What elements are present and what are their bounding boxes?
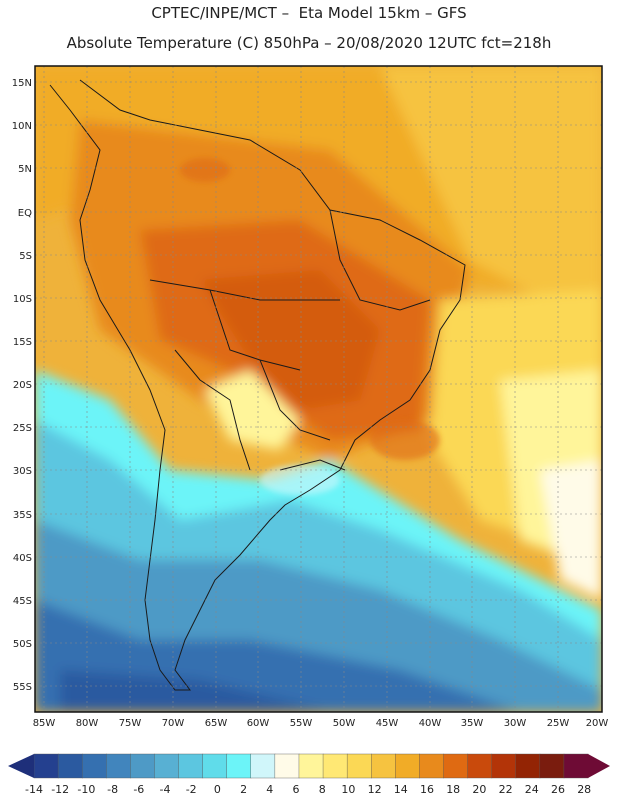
lat-label: 15S (13, 337, 32, 348)
colorbar-swatch (33, 753, 59, 779)
colorbar-label: 20 (472, 783, 486, 796)
coastline-outline (49, 79, 466, 691)
lat-label: 25S (13, 423, 32, 434)
colorbar-labels: -14 -12 -10 -8 -6 -4 -2 0 2 4 6 8 10 12 … (25, 783, 591, 796)
colorbar-label: -4 (160, 783, 171, 796)
lat-label: EQ (18, 208, 32, 219)
colorbar-label: 4 (266, 783, 273, 796)
latitude-labels: 15N 10N 5N EQ 5S 10S 15S 20S 25S 30S 35S… (12, 78, 32, 693)
colorbar-label: -8 (107, 783, 118, 796)
lat-label: 15N (12, 78, 32, 89)
colorbar-label: 6 (293, 783, 300, 796)
colorbar-over-arrow (588, 754, 610, 778)
colorbar-swatch (130, 753, 155, 779)
temperature-field (35, 66, 602, 712)
lat-label: 50S (13, 639, 32, 650)
lon-label: 70W (162, 718, 185, 729)
colorbar-swatch (395, 753, 420, 779)
lat-label: 20S (13, 380, 32, 391)
colorbar-swatches (33, 753, 589, 779)
colorbar-label: 12 (368, 783, 382, 796)
colorbar-swatch (491, 753, 517, 779)
colorbar-label: 18 (446, 783, 460, 796)
colorbar-swatch (226, 753, 252, 779)
lon-label: 30W (504, 718, 527, 729)
lon-label: 45W (376, 718, 399, 729)
colorbar-label: 0 (214, 783, 221, 796)
colorbar-label: 2 (240, 783, 247, 796)
colorbar-swatch (419, 753, 444, 779)
lon-label: 40W (419, 718, 442, 729)
map-title-line-2: Absolute Temperature (C) 850hPa – 20/08/… (66, 34, 552, 52)
lon-label: 50W (333, 718, 356, 729)
colorbar-label: 24 (525, 783, 539, 796)
lon-label: 65W (205, 718, 228, 729)
plot-frame (34, 65, 603, 713)
lat-label: 40S (13, 553, 32, 564)
lat-label: 10N (12, 121, 32, 132)
colorbar-label: -10 (77, 783, 95, 796)
lon-label: 85W (33, 718, 56, 729)
colorbar-swatch (322, 753, 348, 779)
colorbar-swatch (467, 753, 493, 779)
colorbar-swatch (346, 753, 372, 779)
lon-label: 80W (76, 718, 99, 729)
colorbar-swatch (250, 753, 276, 779)
colorbar-label: 16 (420, 783, 434, 796)
lat-label: 35S (13, 510, 32, 521)
colorbar-label: -6 (133, 783, 144, 796)
colorbar-swatch (563, 753, 589, 779)
colorbar-swatch (298, 753, 324, 779)
lat-label: 5S (19, 251, 32, 262)
colorbar-label: -14 (25, 783, 43, 796)
lat-label: 10S (13, 294, 32, 305)
colorbar-swatch (274, 753, 300, 779)
lon-label: 35W (461, 718, 484, 729)
colorbar-label: 10 (341, 783, 355, 796)
longitude-labels: 85W 80W 75W 70W 65W 60W 55W 50W 45W 40W … (33, 718, 609, 729)
colorbar-swatch (154, 753, 180, 779)
colorbar-label: 8 (319, 783, 326, 796)
lon-label: 55W (290, 718, 313, 729)
colorbar-label: 22 (499, 783, 513, 796)
lon-label: 60W (247, 718, 270, 729)
map-title-line-1: CPTEC/INPE/MCT – Eta Model 15km – GFS (151, 4, 467, 22)
colorbar-swatch (57, 753, 83, 779)
colorbar-label: -12 (51, 783, 69, 796)
colorbar-swatch (539, 753, 565, 779)
lat-label: 5N (18, 164, 32, 175)
colorbar-swatch (178, 753, 204, 779)
colorbar-swatch (443, 753, 469, 779)
colorbar-swatch (202, 753, 228, 779)
lon-label: 25W (547, 718, 570, 729)
colorbar: -14 -12 -10 -8 -6 -4 -2 0 2 4 6 8 10 12 … (8, 753, 610, 796)
colorbar-label: 28 (577, 783, 591, 796)
lat-label: 45S (13, 596, 32, 607)
lon-label: 20W (586, 718, 609, 729)
colorbar-swatch (81, 753, 107, 779)
lat-label: 55S (13, 682, 32, 693)
colorbar-label: 26 (551, 783, 565, 796)
colorbar-swatch (106, 753, 131, 779)
colorbar-label: -2 (186, 783, 197, 796)
colorbar-under-arrow (8, 754, 34, 778)
colorbar-swatch (515, 753, 541, 779)
colorbar-swatch (371, 753, 396, 779)
lat-label: 30S (13, 466, 32, 477)
lon-label: 75W (119, 718, 142, 729)
colorbar-label: 14 (394, 783, 408, 796)
